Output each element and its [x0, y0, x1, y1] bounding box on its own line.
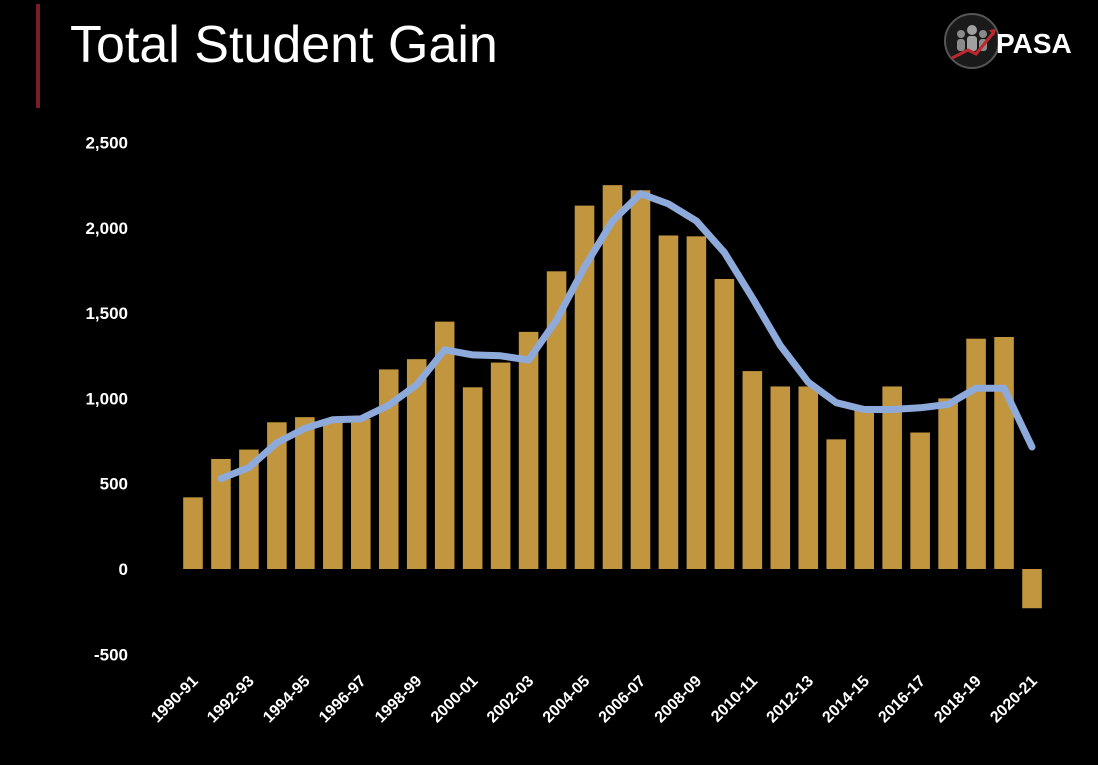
pasa-logo: PASA	[944, 10, 1094, 72]
line-series-path	[217, 190, 1036, 483]
bar	[742, 371, 763, 569]
x-tick-label: 2002-03	[484, 673, 538, 727]
x-tick-label: 1992-93	[204, 673, 258, 727]
line-series	[217, 190, 1036, 483]
bar	[183, 497, 203, 569]
pasa-logo-icon	[944, 13, 1000, 69]
y-tick-label: 1,000	[85, 389, 128, 408]
bar	[574, 205, 595, 569]
x-tick-label: 1998-99	[372, 673, 426, 727]
bar	[1022, 569, 1042, 609]
bar	[490, 362, 511, 569]
x-tick-label: 2008-09	[652, 673, 706, 727]
y-tick-label: 2,000	[85, 219, 128, 238]
bar-series	[183, 185, 1042, 609]
bar	[323, 420, 343, 569]
x-tick-label: 2014-15	[819, 673, 873, 727]
y-tick-label: 500	[100, 475, 128, 494]
bar	[267, 422, 287, 569]
bar	[546, 271, 567, 569]
x-tick-label: 2010-11	[708, 673, 761, 726]
y-tick-label: 1,500	[85, 304, 128, 323]
bar	[406, 359, 427, 569]
bar	[518, 331, 539, 569]
bar	[826, 439, 847, 569]
y-tick-label: 0	[119, 560, 128, 579]
bar	[462, 387, 483, 569]
x-tick-label: 2018-19	[931, 673, 985, 727]
bar	[602, 185, 623, 569]
y-axis: -500 0 500 1,000 1,500 2,000 2,500	[85, 134, 128, 665]
bar	[658, 235, 679, 570]
bar	[351, 418, 371, 569]
bar	[434, 321, 455, 569]
bar	[211, 458, 231, 569]
bar	[378, 369, 399, 569]
bar	[714, 278, 735, 569]
bar	[770, 386, 791, 569]
bar	[854, 410, 874, 569]
y-tick-label: -500	[94, 645, 128, 664]
x-tick-label: 2012-13	[764, 673, 818, 727]
bar	[686, 236, 707, 569]
bar	[798, 386, 819, 569]
accent-bar	[36, 4, 40, 108]
page-title: Total Student Gain	[70, 16, 498, 74]
logo-text: PASA	[996, 28, 1072, 59]
x-tick-label: 2004-05	[540, 673, 594, 727]
x-tick-label: 2000-01	[428, 673, 482, 727]
x-tick-label: 1994-95	[260, 673, 314, 727]
x-tick-label: 2006-07	[596, 673, 650, 727]
x-tick-label: 1996-97	[316, 673, 370, 727]
x-tick-label: 2020-21	[987, 673, 1041, 727]
x-axis: 1990-91 1992-93 1994-95 1996-97 1998-99 2000-…	[148, 673, 1041, 727]
y-tick-label: 2,500	[85, 134, 128, 153]
x-tick-label: 1990-91	[148, 673, 202, 727]
bar	[938, 398, 958, 569]
bar	[994, 336, 1014, 569]
bar	[910, 432, 930, 569]
bar	[966, 338, 986, 569]
x-tick-label: 2016-17	[875, 673, 929, 727]
bar	[882, 386, 902, 569]
bar	[239, 449, 259, 569]
bar	[630, 190, 651, 569]
bar	[295, 417, 315, 569]
